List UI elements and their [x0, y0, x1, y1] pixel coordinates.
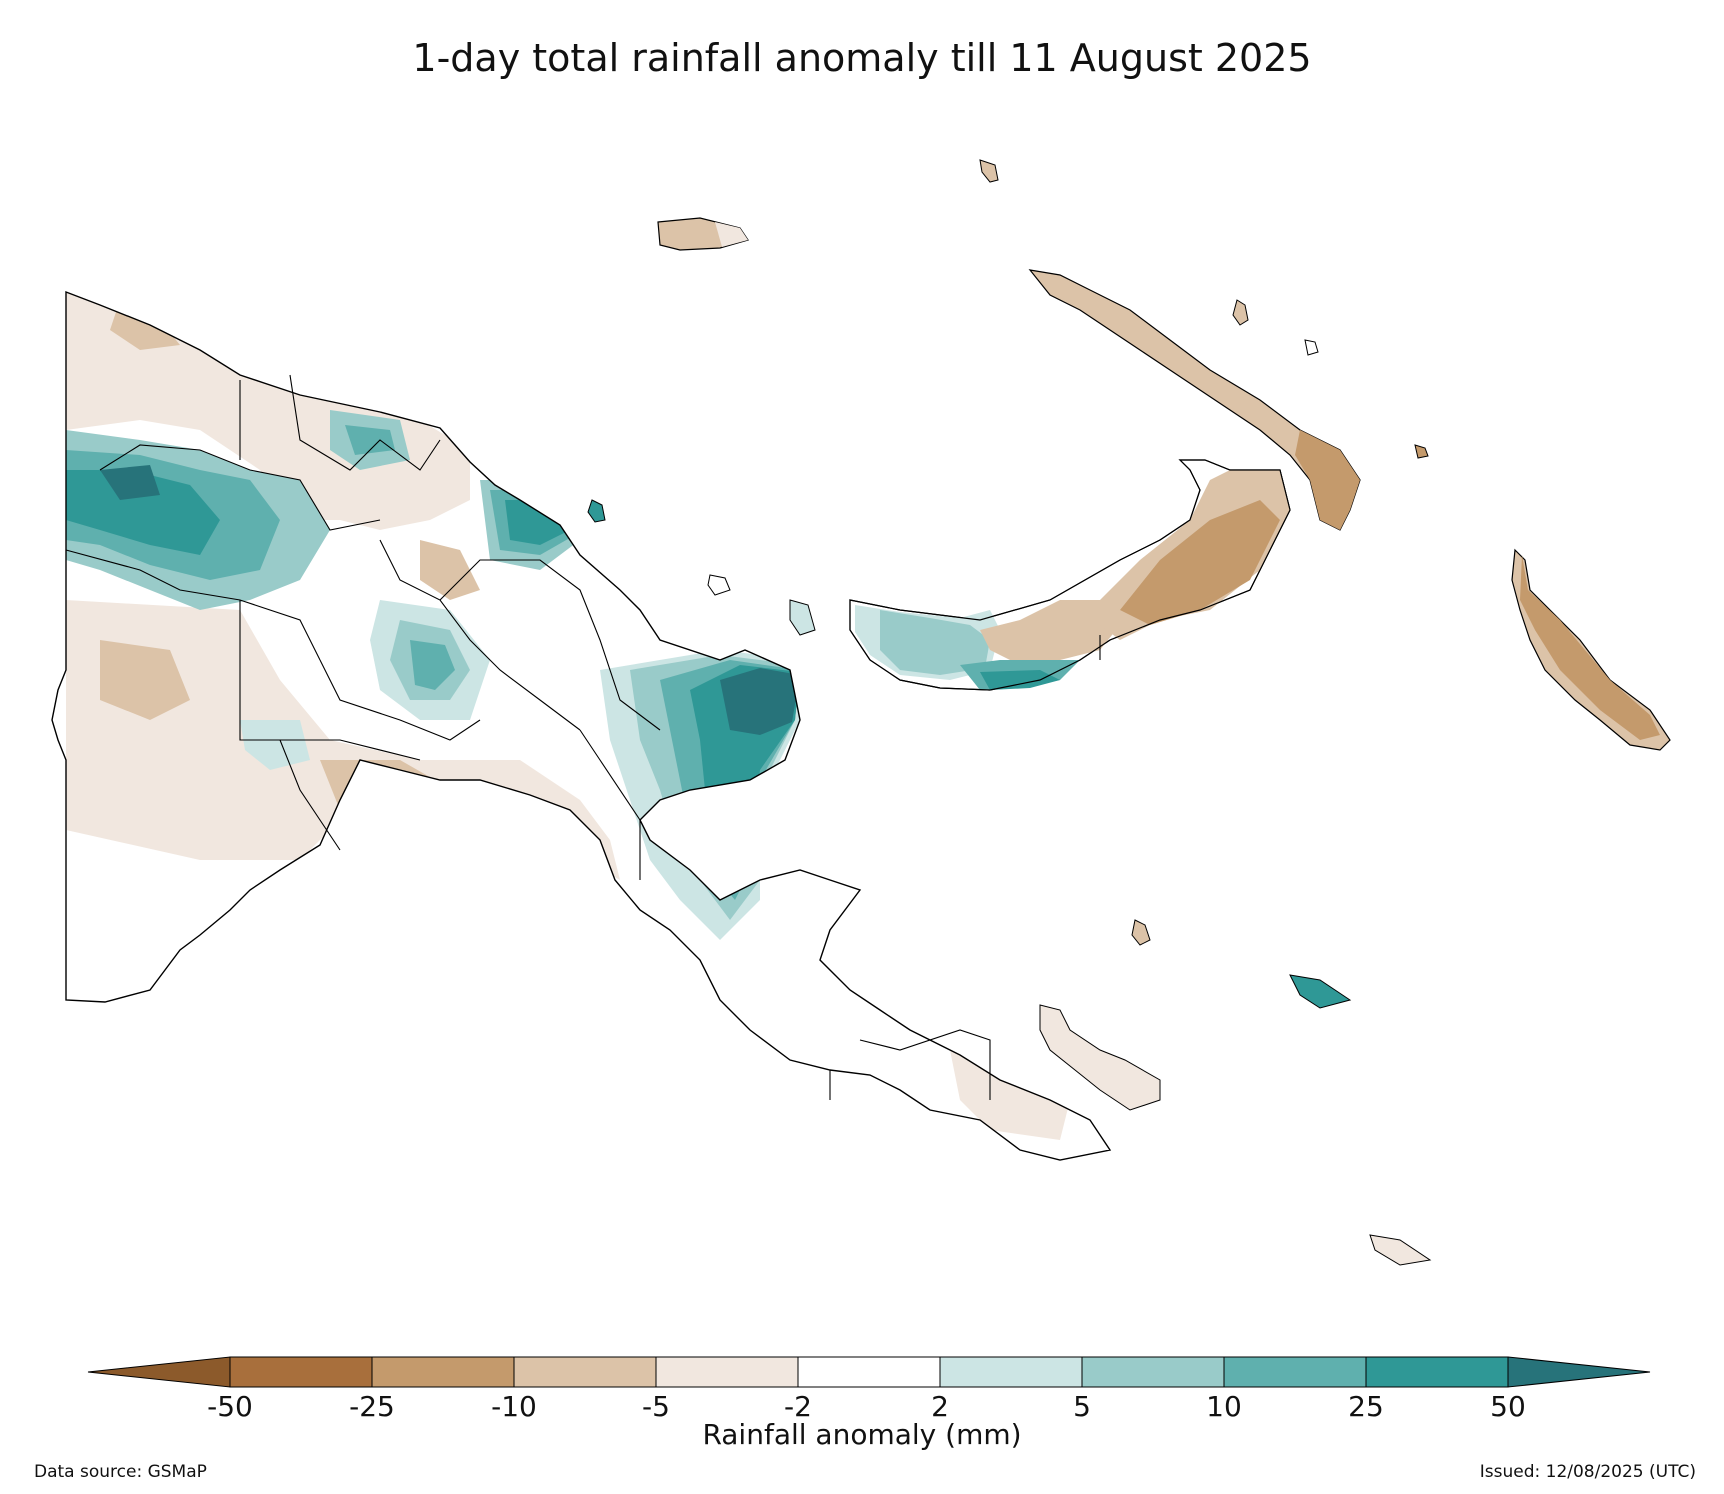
map-title: 1-day total rainfall anomaly till 11 Aug…: [412, 36, 1312, 80]
colorbar-tick-label: -50: [207, 1390, 253, 1423]
colorbar-tick-label: -5: [642, 1390, 670, 1423]
colorbar-extend-low: [87, 1356, 231, 1388]
colorbar-tick-label: 2: [931, 1390, 949, 1423]
island-trobriand: [1131, 919, 1151, 946]
island-long: [789, 599, 816, 636]
colorbar-extend-high: [1507, 1356, 1651, 1388]
island-karkar: [587, 499, 606, 523]
island-bismarck-small: [979, 159, 999, 183]
mainland-coastline: [51, 290, 1112, 1161]
island-lihir: [1304, 339, 1319, 356]
colorbar-bin-6: [939, 1356, 1083, 1388]
colorbar-bin-8: [1223, 1356, 1367, 1388]
colorbar-tick-label: -25: [349, 1390, 395, 1423]
island-umboi: [707, 574, 731, 596]
province-boundaries: [65, 374, 991, 1100]
island-feni: [1414, 444, 1429, 459]
colorbar-bin-4: [655, 1356, 799, 1388]
island-tabar: [1232, 299, 1249, 326]
colorbar-label: Rainfall anomaly (mm): [702, 1418, 1022, 1451]
colorbar-bin-2: [371, 1356, 515, 1388]
island-dentrecasteaux: [1039, 1004, 1161, 1111]
colorbar-bin-3: [513, 1356, 657, 1388]
colorbar-bin-5: [797, 1356, 941, 1388]
colorbar-tick-label: 25: [1348, 1390, 1384, 1423]
colorbar-tick-label: 50: [1490, 1390, 1526, 1423]
colorbar-bin-9: [1365, 1356, 1509, 1388]
colorbar-tick-label: -10: [491, 1390, 537, 1423]
data-source-note: Data source: GSMaP: [34, 1462, 207, 1482]
colorbar-tick-label: 10: [1206, 1390, 1242, 1423]
island-woodlark: [1289, 974, 1352, 1009]
colorbar-tick-label: 5: [1073, 1390, 1091, 1423]
colorbar-bin-1: [229, 1356, 373, 1388]
issued-date: Issued: 12/08/2025 (UTC): [1479, 1462, 1696, 1482]
island-rossel: [1369, 1234, 1432, 1266]
colorbar-tick-label: -2: [784, 1390, 812, 1423]
colorbar-bin-7: [1081, 1356, 1225, 1388]
